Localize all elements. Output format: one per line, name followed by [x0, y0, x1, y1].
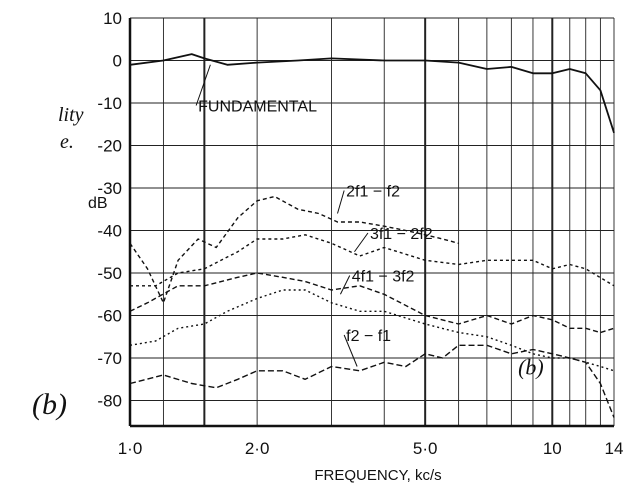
- series-label: 2f1 − f2: [346, 184, 400, 201]
- leader-line: [337, 191, 344, 214]
- y-tick-label: -50: [97, 264, 122, 283]
- series-label: 4f1 − 3f2: [352, 269, 415, 286]
- y-tick-label: 10: [103, 9, 122, 28]
- leader-line: [340, 276, 349, 295]
- x-tick-label: 5·0: [413, 439, 438, 458]
- inset-panel-label: (b): [518, 355, 544, 380]
- y-tick-label: -40: [97, 222, 122, 241]
- fundamental-curve: [130, 54, 614, 133]
- y-tick-label: -10: [97, 94, 122, 113]
- y-tick-label: -80: [97, 392, 122, 411]
- x-tick-label: 14: [605, 439, 624, 458]
- series-label: FUNDAMENTAL: [198, 99, 317, 116]
- x-axis-label: FREQUENCY, kc/s: [314, 467, 441, 484]
- leader-line: [354, 233, 368, 252]
- y-tick-label: -20: [97, 137, 122, 156]
- series-label: 3f1 − 2f2: [370, 226, 433, 243]
- series-label: f2 − f1: [346, 328, 391, 345]
- y-tick-label: 0: [113, 52, 122, 71]
- y-tick-label: -60: [97, 307, 122, 326]
- x-tick-label: 10: [543, 439, 562, 458]
- x-tick-label: 1·0: [118, 439, 143, 458]
- y-axis-label: dB: [88, 195, 108, 212]
- y-tick-label: -70: [97, 349, 122, 368]
- 2f1-f2-curve: [130, 197, 459, 303]
- x-tick-label: 2·0: [245, 439, 270, 458]
